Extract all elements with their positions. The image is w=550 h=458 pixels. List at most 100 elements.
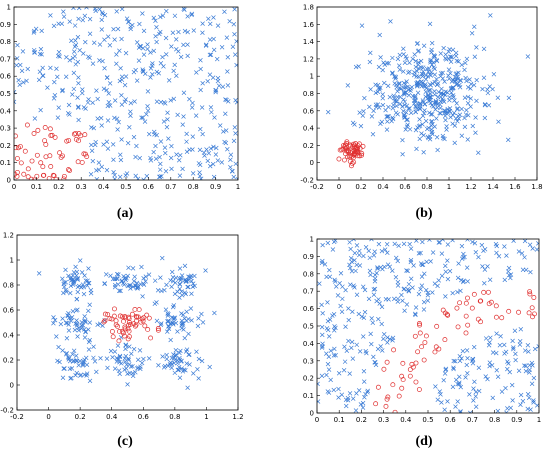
point-x-a (185, 53, 190, 59)
point-x-b (411, 101, 417, 106)
point-x-c (165, 319, 171, 325)
point-x-a (187, 147, 192, 153)
point-o-d (531, 295, 537, 300)
point-x-d (336, 386, 341, 392)
y-tick-label-c: 0.2 (3, 357, 14, 365)
point-x-d (350, 396, 356, 401)
point-x-c (73, 373, 78, 378)
point-x-d (458, 384, 464, 390)
point-x-b (473, 115, 478, 120)
point-x-a (211, 47, 217, 53)
point-x-a (146, 131, 152, 137)
point-x-d (456, 382, 462, 387)
point-x-b (443, 117, 448, 123)
point-x-d (496, 254, 502, 259)
point-x-c (178, 359, 184, 364)
point-x-a (225, 55, 231, 60)
point-x-b (368, 87, 373, 92)
point-x-a (101, 86, 107, 92)
point-x-a (169, 143, 174, 149)
x-tick-label-a: 0.7 (165, 183, 176, 191)
point-x-b (384, 127, 390, 132)
point-x-d (527, 242, 533, 247)
point-x-a (164, 8, 169, 14)
y-tick-label-b: 0.6 (303, 107, 315, 115)
point-x-b (413, 58, 419, 64)
point-x-a (180, 122, 185, 127)
point-x-b (468, 104, 473, 109)
point-x-d (425, 292, 431, 298)
point-x-c (183, 291, 189, 297)
point-o-c (109, 316, 115, 322)
x-tick-label-b: 1.6 (509, 183, 521, 191)
point-x-a (136, 58, 142, 63)
x-tick-label-a: 0.8 (188, 183, 199, 191)
point-x-b (451, 95, 456, 100)
y-tick-label-a: 0.2 (0, 142, 11, 150)
point-x-a (200, 80, 205, 86)
point-x-b (464, 107, 469, 113)
point-x-d (461, 278, 466, 284)
point-x-c (160, 354, 165, 359)
point-x-a (83, 39, 88, 45)
point-x-a (174, 73, 179, 79)
point-x-a (203, 43, 209, 48)
point-x-b (491, 71, 497, 77)
point-x-d (343, 324, 348, 329)
point-x-a (37, 51, 43, 57)
point-x-d (402, 286, 407, 292)
point-o-a (57, 150, 63, 156)
point-x-d (376, 316, 381, 322)
point-x-d (392, 241, 397, 247)
point-x-b (401, 90, 407, 95)
point-x-d (372, 286, 378, 292)
point-x-a (151, 149, 156, 155)
point-x-d (423, 287, 429, 293)
point-x-d (320, 242, 325, 248)
point-x-b (485, 87, 490, 92)
point-x-a (39, 28, 44, 34)
point-o-d (463, 330, 469, 336)
point-x-b (457, 78, 463, 83)
point-x-d (326, 367, 332, 372)
point-x-d (526, 395, 532, 401)
point-x-d (363, 349, 369, 354)
point-x-b (462, 67, 467, 73)
point-x-b (417, 103, 423, 109)
point-x-d (498, 333, 503, 339)
point-x-d (339, 309, 345, 314)
point-x-d (438, 392, 443, 397)
point-o-d (416, 321, 422, 326)
scatter-plot-d: 0 0.1 0.2 0.3 0.4 0.5 0.6 0.7 0.8 0.9 100.10.20.30… (303, 236, 541, 425)
point-x-c (87, 320, 93, 325)
point-x-d (451, 358, 456, 364)
point-x-a (233, 131, 238, 136)
point-x-c (194, 349, 199, 355)
point-x-c (185, 385, 190, 390)
point-x-a (104, 167, 110, 173)
point-x-d (374, 298, 379, 304)
point-x-c (196, 356, 202, 362)
point-x-d (328, 377, 333, 383)
point-x-c (86, 308, 91, 314)
point-o-d (399, 385, 405, 391)
point-o-c (119, 314, 125, 320)
point-x-d (436, 278, 442, 283)
point-o-d (481, 289, 487, 295)
point-x-a (38, 46, 44, 52)
point-x-d (435, 283, 440, 289)
point-x-b (376, 64, 382, 70)
point-x-b (358, 123, 364, 129)
point-x-d (453, 358, 458, 364)
point-x-c (63, 320, 69, 326)
point-o-d (457, 300, 463, 306)
point-x-a (204, 147, 209, 152)
point-x-a (223, 111, 228, 117)
point-x-c (57, 359, 62, 365)
y-tick-label-b: 0 (310, 159, 314, 167)
point-x-d (441, 377, 446, 383)
point-x-d (331, 387, 337, 393)
point-x-d (327, 267, 332, 273)
point-x-b (434, 116, 439, 121)
point-x-a (144, 112, 149, 117)
